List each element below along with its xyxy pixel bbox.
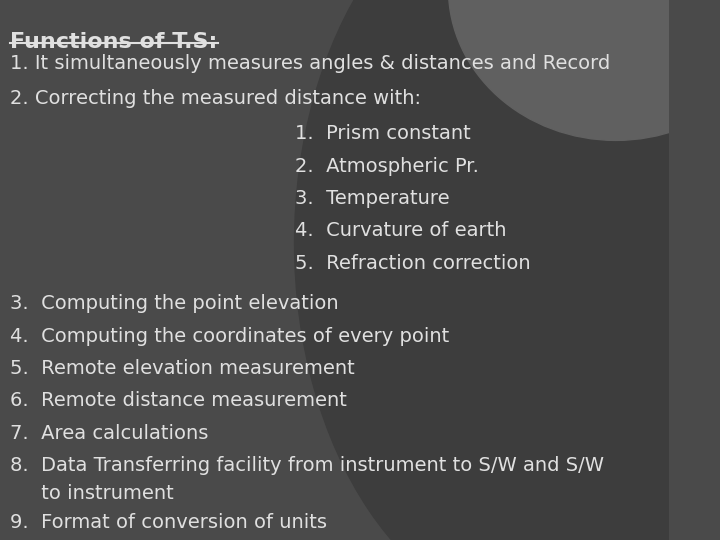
Text: to instrument: to instrument: [10, 484, 174, 503]
Text: 2. Correcting the measured distance with:: 2. Correcting the measured distance with…: [10, 89, 421, 108]
Ellipse shape: [449, 0, 720, 140]
Text: 1. It simultaneously measures angles & distances and Record: 1. It simultaneously measures angles & d…: [10, 54, 611, 73]
Text: 9.  Format of conversion of units: 9. Format of conversion of units: [10, 513, 327, 532]
Text: 7.  Area calculations: 7. Area calculations: [10, 424, 208, 443]
Text: 8.  Data Transferring facility from instrument to S/W and S/W: 8. Data Transferring facility from instr…: [10, 456, 604, 475]
Text: 5.  Refraction correction: 5. Refraction correction: [294, 254, 530, 273]
Text: 6.  Remote distance measurement: 6. Remote distance measurement: [10, 392, 347, 410]
Text: 1.  Prism constant: 1. Prism constant: [294, 124, 470, 143]
Text: 4.  Computing the coordinates of every point: 4. Computing the coordinates of every po…: [10, 327, 449, 346]
Text: 2.  Atmospheric Pr.: 2. Atmospheric Pr.: [294, 157, 478, 176]
Text: 3.  Temperature: 3. Temperature: [294, 189, 449, 208]
Text: Functions of T.S:: Functions of T.S:: [10, 32, 217, 52]
Ellipse shape: [294, 0, 720, 540]
Text: 4.  Curvature of earth: 4. Curvature of earth: [294, 221, 506, 240]
Text: 3.  Computing the point elevation: 3. Computing the point elevation: [10, 294, 338, 313]
Text: 5.  Remote elevation measurement: 5. Remote elevation measurement: [10, 359, 355, 378]
